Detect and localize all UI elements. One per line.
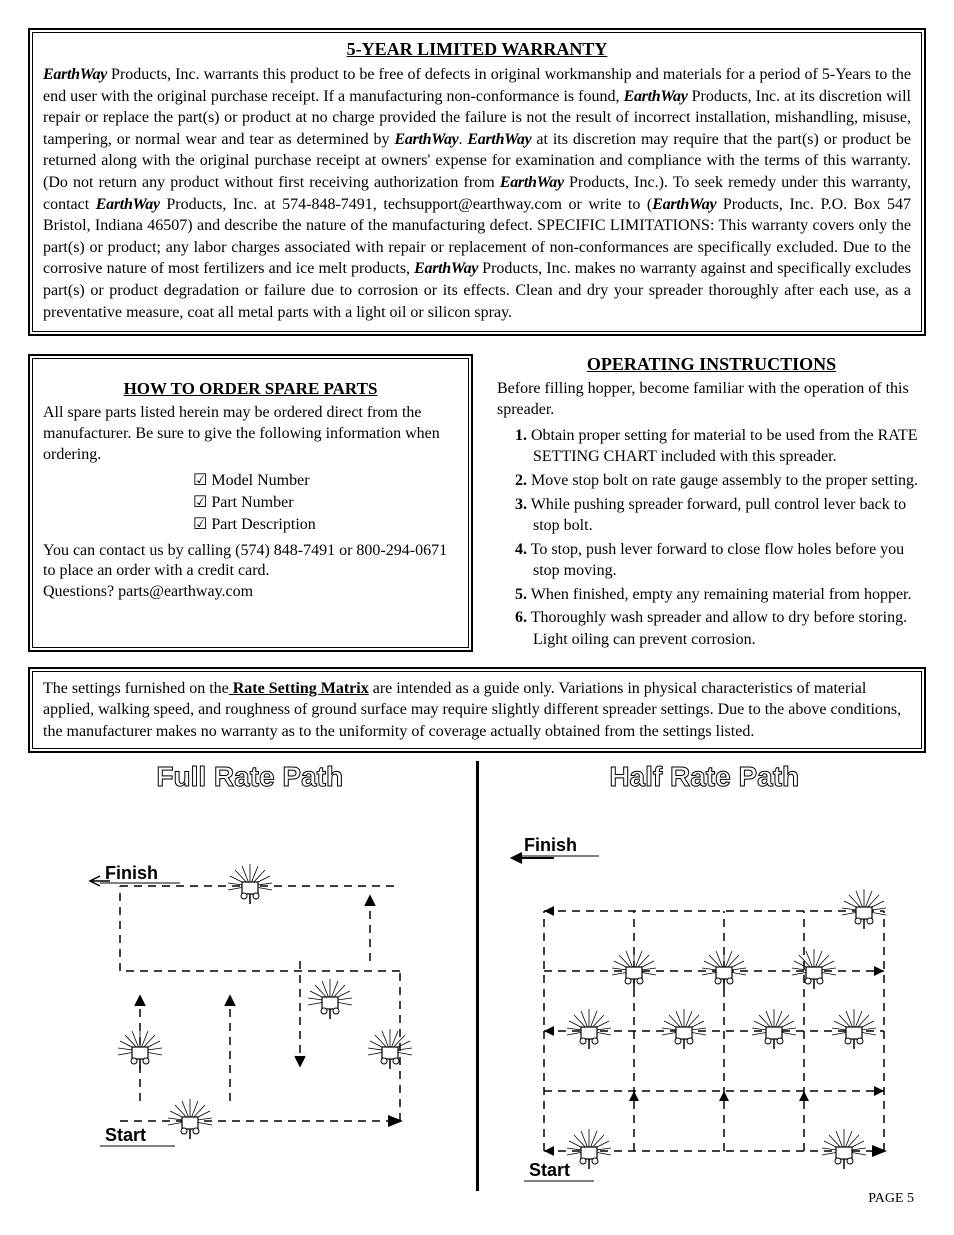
step-4: 4. To stop, push lever forward to close …	[515, 539, 926, 582]
spare-title: HOW TO ORDER SPARE PARTS	[43, 379, 458, 399]
brand: EarthWay	[394, 131, 458, 148]
step-2: 2. Move stop bolt on rate gauge assembly…	[515, 470, 926, 492]
page-number: PAGE 5	[868, 1191, 914, 1207]
check-item: Model Number	[193, 470, 458, 492]
check-item: Part Description	[193, 514, 458, 536]
diagram-divider	[476, 761, 479, 1191]
brand: EarthWay	[624, 88, 688, 105]
finish-label: Finish	[524, 835, 577, 855]
spare-contact: You can contact us by calling (574) 848-…	[43, 541, 458, 583]
full-rate-svg: Start Finish	[50, 801, 450, 1161]
matrix-note-box: The settings furnished on the Rate Setti…	[28, 667, 926, 754]
half-rate-title: Half Rate Path	[483, 761, 927, 793]
step-6: 6. Thoroughly wash spreader and allow to…	[515, 607, 926, 650]
start-label: Start	[529, 1160, 570, 1180]
full-rate-diagram: Full Rate Path	[28, 761, 472, 1191]
step-5: 5. When finished, empty any remaining ma…	[515, 584, 926, 606]
step-3: 3. While pushing spreader forward, pull …	[515, 494, 926, 537]
spare-checklist: Model Number Part Number Part Descriptio…	[193, 470, 458, 537]
operating-intro: Before filling hopper, become familiar w…	[497, 379, 926, 421]
spare-intro: All spare parts listed herein may be ord…	[43, 403, 458, 465]
half-rate-diagram: Half Rate Path	[483, 761, 927, 1191]
warranty-box: 5-YEAR LIMITED WARRANTY EarthWay Product…	[28, 28, 926, 336]
brand: EarthWay	[652, 196, 716, 213]
brand: EarthWay	[96, 196, 160, 213]
operating-column: OPERATING INSTRUCTIONS Before filling ho…	[497, 354, 926, 653]
spare-box: HOW TO ORDER SPARE PARTS All spare parts…	[28, 354, 473, 652]
diagrams-row: Full Rate Path	[28, 761, 926, 1191]
brand: EarthWay	[414, 260, 478, 277]
spare-email: Questions? parts@earthway.com	[43, 582, 458, 603]
spare-parts-column: HOW TO ORDER SPARE PARTS All spare parts…	[28, 354, 473, 653]
warranty-title: 5-YEAR LIMITED WARRANTY	[43, 39, 911, 60]
matrix-note: The settings furnished on the Rate Setti…	[32, 671, 922, 750]
full-rate-title: Full Rate Path	[28, 761, 472, 793]
brand: EarthWay	[467, 131, 531, 148]
step-1: 1. Obtain proper setting for material to…	[515, 425, 926, 468]
finish-label: Finish	[105, 863, 158, 883]
spare-inner: HOW TO ORDER SPARE PARTS All spare parts…	[32, 358, 469, 648]
start-label: Start	[105, 1125, 146, 1145]
warranty-inner: 5-YEAR LIMITED WARRANTY EarthWay Product…	[32, 32, 922, 332]
matrix-label: Rate Setting Matrix	[229, 680, 369, 697]
check-item: Part Number	[193, 492, 458, 514]
warranty-body: EarthWay Products, Inc. warrants this pr…	[43, 64, 911, 323]
brand: EarthWay	[43, 66, 107, 83]
brand: EarthWay	[500, 174, 564, 191]
half-rate-svg: Start Finish	[494, 801, 914, 1191]
operating-title: OPERATING INSTRUCTIONS	[497, 354, 926, 375]
two-column-row: HOW TO ORDER SPARE PARTS All spare parts…	[28, 354, 926, 653]
operating-steps: 1. Obtain proper setting for material to…	[497, 425, 926, 651]
